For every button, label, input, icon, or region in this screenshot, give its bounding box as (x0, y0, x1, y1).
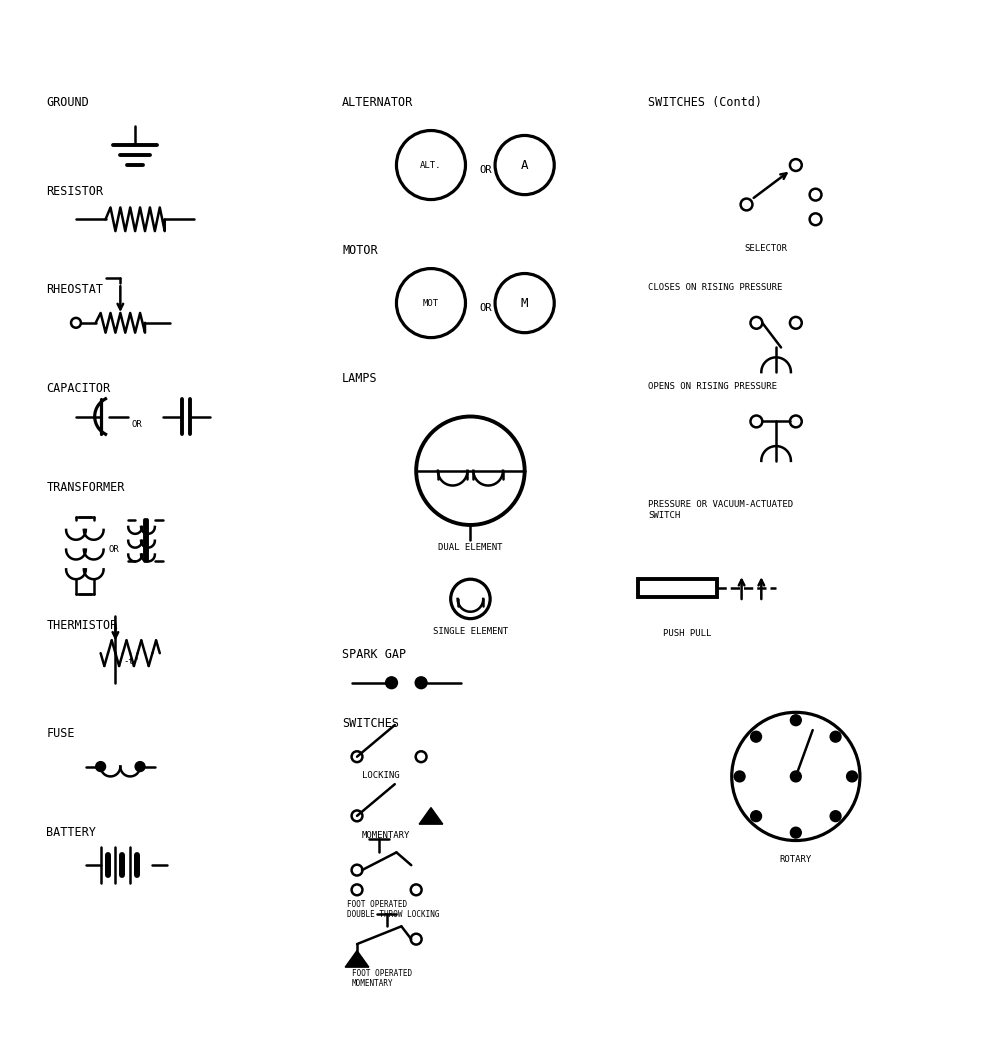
Text: FOOT OPERATED
DOUBLE THROW LOCKING: FOOT OPERATED DOUBLE THROW LOCKING (347, 900, 440, 919)
Text: SINGLE ELEMENT: SINGLE ELEMENT (433, 627, 508, 636)
Text: OR: OR (479, 165, 491, 175)
Circle shape (734, 771, 745, 781)
Text: RESISTOR: RESISTOR (46, 185, 103, 198)
Text: ALT.: ALT. (420, 160, 442, 169)
Text: A: A (521, 159, 528, 172)
Text: GROUND: GROUND (46, 96, 89, 109)
Text: THERMISTOR: THERMISTOR (46, 618, 118, 632)
Text: LOCKING: LOCKING (362, 772, 400, 780)
Circle shape (96, 761, 106, 772)
Text: TRANSFORMER: TRANSFORMER (46, 480, 125, 494)
Text: CAPACITOR: CAPACITOR (46, 382, 111, 395)
Text: OR: OR (131, 419, 142, 429)
Text: SWITCHES (Contd): SWITCHES (Contd) (648, 96, 762, 109)
Text: MOT: MOT (423, 298, 439, 308)
Polygon shape (419, 808, 443, 824)
Text: -t°: -t° (123, 657, 139, 665)
Text: FUSE: FUSE (46, 727, 75, 741)
Text: ROTARY: ROTARY (780, 856, 812, 864)
Text: BATTERY: BATTERY (46, 825, 96, 839)
Text: ALTERNATOR: ALTERNATOR (342, 96, 413, 109)
Text: DUAL ELEMENT: DUAL ELEMENT (438, 543, 503, 551)
Text: RHEOSTAT: RHEOSTAT (46, 283, 103, 296)
Circle shape (135, 761, 145, 772)
Text: OPENS ON RISING PRESSURE: OPENS ON RISING PRESSURE (648, 382, 777, 391)
Circle shape (830, 811, 841, 821)
Text: PUSH PULL: PUSH PULL (663, 629, 712, 637)
Text: LAMPS: LAMPS (342, 372, 378, 385)
Text: OR: OR (479, 303, 491, 313)
Circle shape (415, 677, 427, 688)
Circle shape (847, 771, 857, 781)
Text: M: M (521, 297, 528, 310)
Text: FOOT OPERATED
MOMENTARY: FOOT OPERATED MOMENTARY (352, 969, 412, 988)
Circle shape (751, 811, 762, 821)
Circle shape (751, 731, 762, 742)
Text: SPARK GAP: SPARK GAP (342, 649, 406, 661)
Text: MOMENTARY: MOMENTARY (362, 831, 410, 840)
Text: SWITCHES: SWITCHES (342, 718, 399, 730)
Circle shape (790, 771, 801, 781)
Bar (638, 579, 717, 597)
Circle shape (790, 714, 801, 726)
Text: SELECTOR: SELECTOR (745, 244, 788, 253)
Text: OR: OR (109, 545, 119, 554)
Text: CLOSES ON RISING PRESSURE: CLOSES ON RISING PRESSURE (648, 283, 782, 293)
Text: MOTOR: MOTOR (342, 244, 378, 257)
Circle shape (830, 731, 841, 742)
Circle shape (790, 827, 801, 838)
Polygon shape (345, 951, 369, 968)
Text: PRESSURE OR VACUUM-ACTUATED
SWITCH: PRESSURE OR VACUUM-ACTUATED SWITCH (648, 500, 793, 520)
Circle shape (386, 677, 397, 688)
